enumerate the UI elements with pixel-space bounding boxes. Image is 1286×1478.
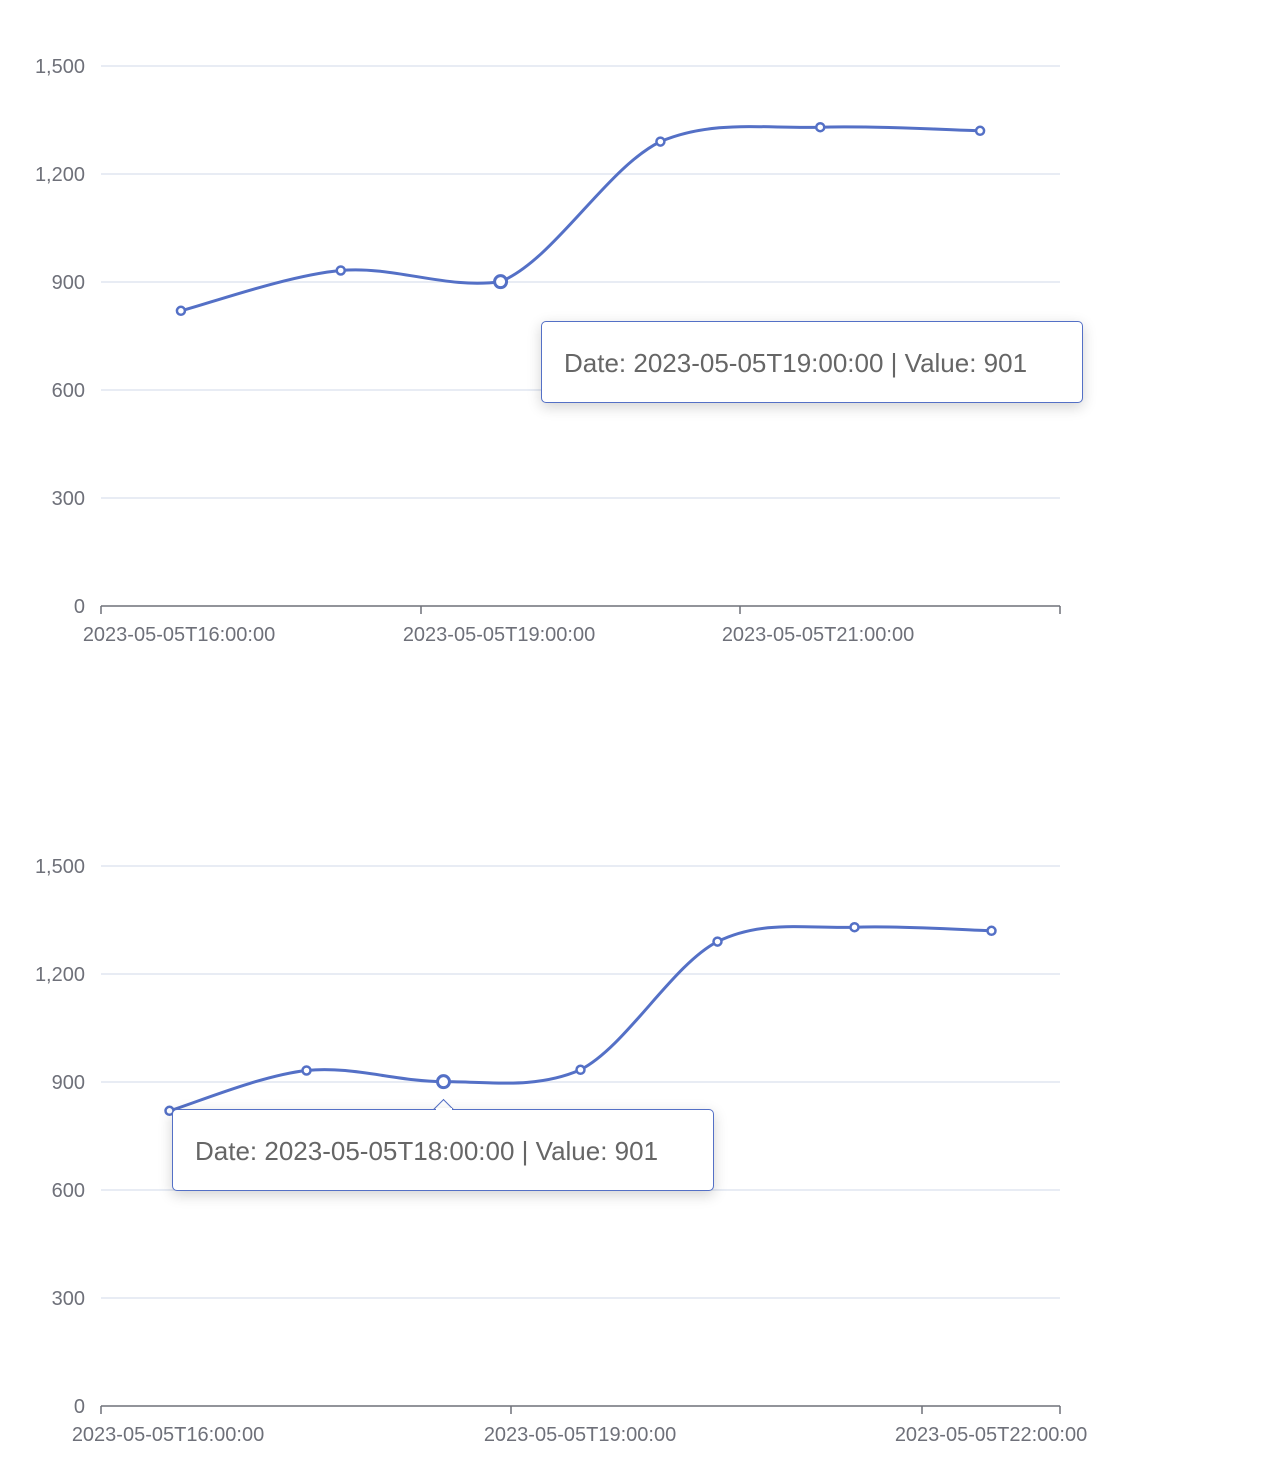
line-chart-top: 0 300 600 900 1,200 1,500 2023-05-05T16:00:00 2… (35, 56, 1061, 646)
y-tick-label: 1,200 (35, 964, 85, 986)
data-point-highlighted[interactable] (436, 1074, 451, 1090)
y-tick-label: 300 (52, 1288, 85, 1310)
tooltip-top: Date: 2023-05-05T19:00:00 | Value: 901 (541, 321, 1083, 403)
line-chart-bottom: 0 300 600 900 1,200 1,500 2023-05-05T16:00:00 2… (35, 856, 1087, 1446)
y-tick-label: 600 (52, 380, 85, 402)
x-tick-label: 2023-05-05T16:00:00 (83, 624, 275, 646)
data-point[interactable] (575, 1064, 586, 1076)
y-tick-label: 0 (74, 596, 85, 618)
y-tick-label: 1,500 (35, 856, 85, 878)
series-line (180, 125, 981, 313)
x-tick-label: 2023-05-05T16:00:00 (72, 1424, 264, 1446)
data-point[interactable] (335, 265, 346, 276)
data-point[interactable] (986, 925, 997, 937)
data-point[interactable] (712, 936, 723, 947)
data-point[interactable] (175, 305, 187, 317)
data-point[interactable] (655, 136, 666, 147)
tooltip-bottom: Date: 2023-05-05T18:00:00 | Value: 901 (172, 1109, 714, 1191)
x-tick-label: 2023-05-05T21:00:00 (722, 624, 914, 646)
y-tick-label: 300 (52, 488, 85, 510)
data-point[interactable] (815, 121, 826, 133)
x-tick-label: 2023-05-05T22:00:00 (895, 1424, 1087, 1446)
data-point[interactable] (974, 125, 986, 137)
y-tick-label: 1,500 (35, 56, 85, 78)
y-tick-label: 900 (52, 1072, 85, 1094)
data-point-highlighted[interactable] (493, 274, 509, 290)
tooltip-arrow-mask (436, 1108, 452, 1112)
y-tick-label: 600 (52, 1180, 85, 1202)
series-line (169, 925, 992, 1113)
y-tick-label: 900 (52, 272, 85, 294)
x-tick-label: 2023-05-05T19:00:00 (403, 624, 595, 646)
x-tick-label: 2023-05-05T19:00:00 (484, 1424, 676, 1446)
data-point[interactable] (849, 921, 860, 933)
y-tick-label: 1,200 (35, 164, 85, 186)
y-tick-label: 0 (74, 1396, 85, 1418)
data-point[interactable] (301, 1065, 312, 1076)
